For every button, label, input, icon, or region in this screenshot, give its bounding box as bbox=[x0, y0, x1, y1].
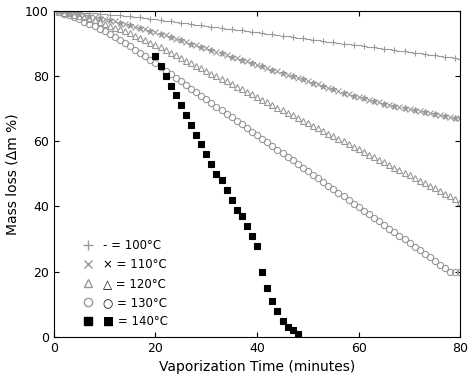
Legend: - = 100°C, × = 110°C, △ = 120°C, ○ = 130°C, ■ = 140°C: - = 100°C, × = 110°C, △ = 120°C, ○ = 130… bbox=[76, 239, 168, 328]
Y-axis label: Mass loss (Δm %): Mass loss (Δm %) bbox=[6, 113, 19, 234]
X-axis label: Vaporization Time (minutes): Vaporization Time (minutes) bbox=[159, 361, 356, 374]
